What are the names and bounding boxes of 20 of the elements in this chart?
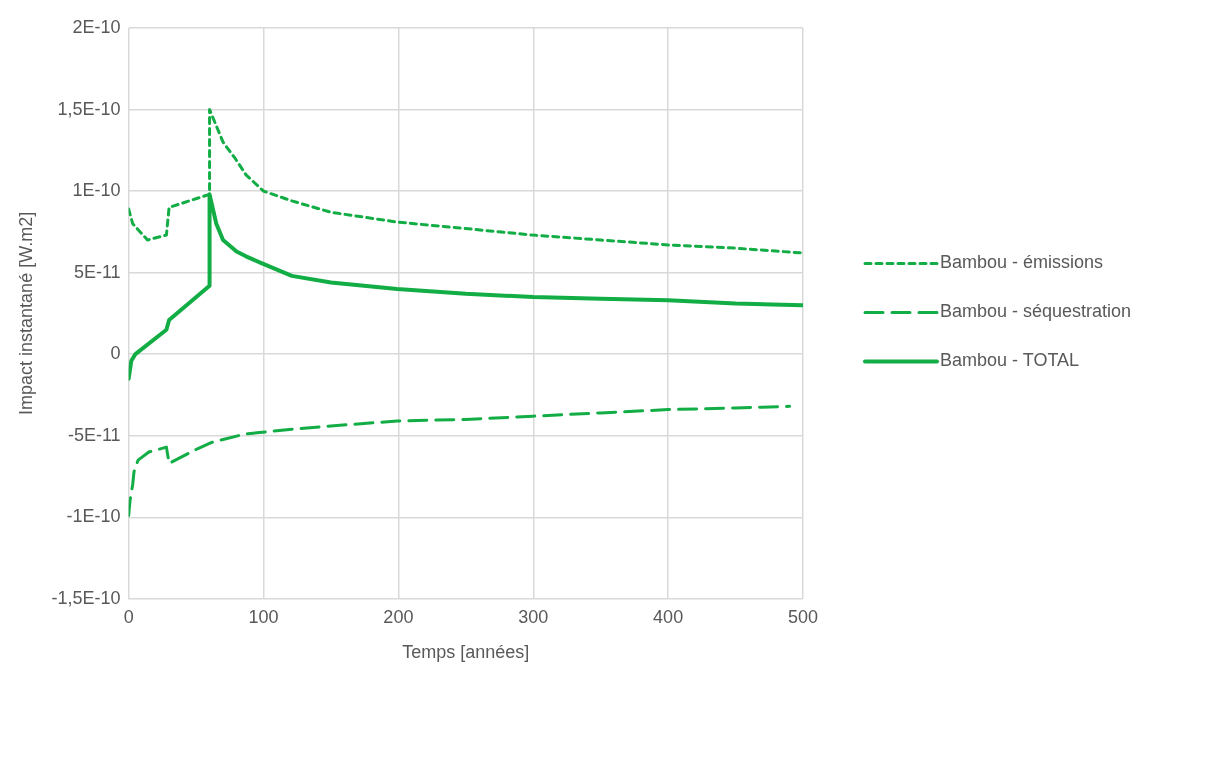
x-tick-label: 400 [653,606,684,627]
y-tick-label: -1,5E-10 [51,587,121,608]
x-tick-label: 100 [248,606,279,627]
y-tick-label: 1,5E-10 [57,98,121,119]
y-axis-title: Impact instantané [W.m2] [15,211,36,415]
y-tick-label: 5E-11 [73,261,121,282]
legend-label: Bambou - émissions [940,252,1104,273]
legend-label: Bambou - séquestration [940,301,1132,322]
y-tick-label: -5E-11 [67,424,121,445]
x-tick-label: 300 [518,606,549,627]
x-tick-label: 0 [123,606,134,627]
x-tick-label: 500 [787,606,819,627]
x-tick-label: 200 [383,606,414,627]
y-tick-label: 2E-10 [72,16,121,37]
legend-label: Bambou - TOTAL [940,350,1080,371]
line-series [128,404,792,518]
y-tick-label: 1E-10 [72,180,121,201]
y-tick-label: -1E-10 [66,506,121,527]
x-axis-title: Temps [années] [402,642,530,663]
y-tick-label: 0 [110,343,121,364]
